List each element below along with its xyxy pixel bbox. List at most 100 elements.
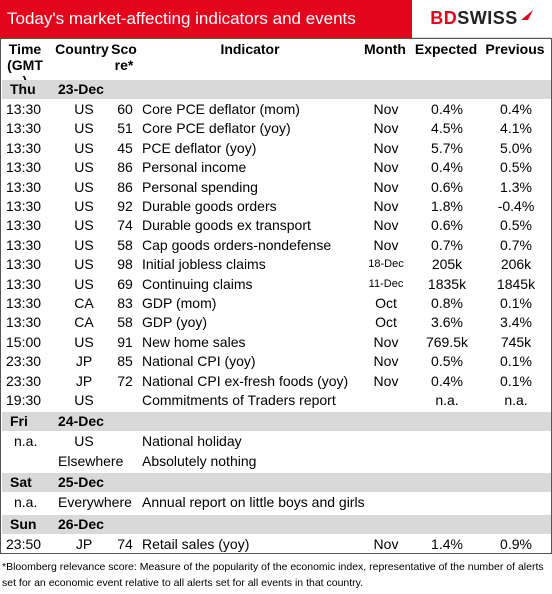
cell-country: US (74, 275, 94, 292)
cell-score: 58 (117, 236, 133, 253)
cell-expected: 1835k (427, 275, 467, 292)
cell-expected: 1.4% (431, 535, 463, 552)
cell-country: US (74, 159, 94, 176)
cell-expected: 0.4% (431, 372, 463, 389)
cell-month: Nov (373, 217, 399, 234)
cell-expected: 0.5% (431, 353, 463, 370)
table-row: 13:30 US 60 Core PCE deflator (mom) Nov 0.4% 0… (2, 100, 551, 119)
cell-expected: 0.7% (431, 236, 463, 253)
cell-expected: n.a. (435, 392, 459, 408)
cell-indicator: Personal spending (142, 178, 258, 195)
cell-country: JP (75, 353, 93, 370)
col-head-score: Sco re* (111, 41, 137, 73)
cell-score: 98 (117, 256, 133, 273)
cell-indicator: Retail sales (yoy) (142, 535, 250, 552)
cell-month: Nov (373, 333, 399, 350)
cell-score: 74 (117, 217, 133, 234)
table-row: 23:30 JP 72 National CPI ex-fresh foods (yo… (2, 372, 551, 391)
cell-score: 91 (117, 333, 133, 350)
table-row: 19:30 US Commitments of Traders report n.a.… (2, 391, 551, 410)
cell-score: 83 (117, 295, 133, 311)
table-row: n.a. Everywhere Annual report on little bo… (2, 493, 551, 512)
cell-month: Nov (373, 101, 399, 117)
table-row: 23:50 JP 74 Retail sales (yoy) Nov 1.4% 0.9% (2, 535, 551, 554)
cell-score: 86 (117, 159, 133, 176)
cell-expected: 5.7% (431, 139, 463, 156)
cell-previous: 206k (500, 256, 532, 273)
cell-month: Nov (373, 139, 399, 156)
table-row: 13:30 US 74 Durable goods ex transport Nov 0.… (2, 216, 551, 235)
cell-indicator: New home sales (142, 333, 246, 350)
cell-month: 18-Dec (368, 258, 404, 271)
logo-swoosh-icon (520, 9, 533, 20)
cell-expected: 1.8% (431, 198, 463, 214)
cell-time: 13:30 (6, 256, 42, 273)
day-band: Thu 23-Dec (2, 80, 551, 99)
cell-country: US (74, 256, 94, 273)
table-row: n.a. US National holiday (2, 432, 551, 451)
cell-expected: 0.6% (431, 217, 463, 234)
table-row: 13:30 US 98 Initial jobless claims 18-Dec 205… (2, 255, 551, 274)
cell-country: CA (74, 295, 94, 311)
cell-indicator: National holiday (142, 433, 242, 450)
table-row: 23:30 JP 85 National CPI (yoy) Nov 0.5% 0.1% (2, 352, 551, 371)
cell-time: 13:30 (6, 314, 42, 331)
cell-indicator: Personal income (142, 159, 247, 176)
cell-previous: 745k (500, 333, 532, 350)
footnote: *Bloomberg relevance score: Measure of t… (2, 561, 544, 589)
day-date: 23-Dec (58, 81, 104, 97)
cell-score: 72 (117, 372, 133, 389)
cell-indicator: Absolutely nothing (142, 452, 257, 469)
cell-time: 13:30 (6, 178, 42, 195)
cell-country: Elsewhere (58, 452, 124, 469)
cell-time: 13:30 (6, 275, 42, 292)
header-bar: Today's market-affecting indicators and … (0, 0, 552, 38)
cell-time: 13:30 (6, 120, 42, 137)
day-date: 24-Dec (58, 413, 104, 430)
cell-previous: 5.0% (500, 139, 532, 156)
cell-country: US (74, 217, 94, 234)
cell-expected: 205k (431, 256, 463, 273)
cell-time: 13:30 (6, 159, 42, 176)
cell-previous: 1845k (496, 275, 536, 292)
table-row: 13:30 US 69 Continuing claims 11-Dec 1835k 184… (2, 275, 551, 294)
cell-previous: 0.5% (500, 217, 532, 234)
cell-score: 69 (117, 275, 133, 292)
cell-country: US (74, 198, 94, 214)
cell-month: Nov (373, 120, 399, 137)
cell-indicator: National CPI ex-fresh foods (yoy) (142, 372, 349, 389)
cell-time: 13:30 (6, 139, 42, 156)
cell-indicator: Continuing claims (142, 275, 253, 292)
cell-time: n.a. (14, 494, 38, 511)
day-label: Fri (10, 413, 28, 430)
day-label: Thu (10, 81, 36, 97)
cell-month: Nov (373, 198, 399, 214)
cell-time: 23:30 (6, 372, 42, 389)
cell-indicator: Cap goods orders-nondefense (142, 236, 332, 253)
cell-month: Nov (373, 236, 399, 253)
cell-month: Nov (373, 353, 399, 370)
cell-previous: 0.9% (500, 535, 532, 552)
cell-score: 45 (117, 139, 133, 156)
cell-indicator: Core PCE deflator (mom) (142, 101, 300, 117)
col-head-previous: Previous (485, 41, 545, 57)
cell-country: JP (75, 535, 93, 552)
cell-month: Nov (373, 535, 399, 552)
cell-month: 11-Dec (368, 277, 404, 290)
cell-score: 74 (117, 535, 133, 552)
cell-indicator: National CPI (yoy) (142, 353, 256, 370)
day-band: Sat 25-Dec (2, 473, 551, 493)
cell-score: 60 (117, 101, 133, 117)
table-row: 13:30 CA 83 GDP (mom) Oct 0.8% 0.1% (2, 294, 551, 313)
table-row: 13:30 CA 58 GDP (yoy) Oct 3.6% 3.4% (2, 313, 551, 332)
cell-indicator: Initial jobless claims (142, 256, 266, 273)
cell-country: US (74, 139, 94, 156)
cell-expected: 0.4% (431, 101, 463, 117)
cell-previous: 3.4% (500, 314, 532, 331)
cell-country: Everywhere (58, 494, 132, 511)
day-label: Sun (10, 515, 37, 532)
table-row: 13:30 US 45 PCE deflator (yoy) Nov 5.7% 5.0% (2, 139, 551, 158)
cell-score: 85 (117, 353, 133, 370)
bdswiss-logo: BD SWISS (412, 0, 552, 38)
table-row: 15:00 US 91 New home sales Nov 769.5k 745k (2, 333, 551, 352)
